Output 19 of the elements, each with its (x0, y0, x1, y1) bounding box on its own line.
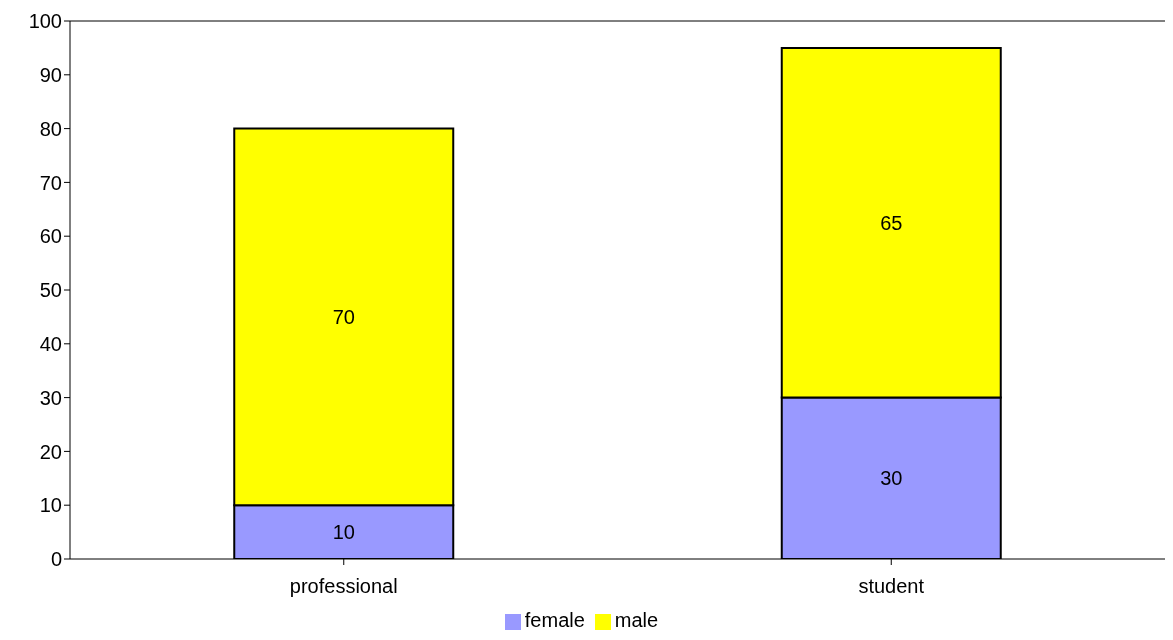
y-tick-label: 10 (39, 494, 62, 517)
y-tick-label: 50 (39, 279, 62, 302)
y-tick-label: 20 (39, 440, 62, 463)
y-tick-label: 40 (39, 332, 62, 355)
y-tick-label: 80 (39, 117, 62, 140)
legend-label: female (524, 609, 585, 631)
data-label: 70 (332, 306, 355, 328)
y-tick-label: 60 (39, 225, 62, 248)
x-tick-label: professional (289, 575, 398, 598)
y-tick-label: 0 (50, 548, 62, 571)
y-tick-label: 90 (39, 63, 62, 86)
data-label: 10 (332, 521, 355, 544)
data-label: 30 (880, 467, 903, 490)
y-tick-label: 30 (39, 386, 62, 409)
legend-label: male (614, 609, 659, 631)
x-tick-label: student (858, 575, 925, 598)
data-label: 65 (880, 211, 903, 234)
y-tick-label: 70 (39, 171, 62, 194)
y-tick-label: 100 (28, 10, 62, 33)
